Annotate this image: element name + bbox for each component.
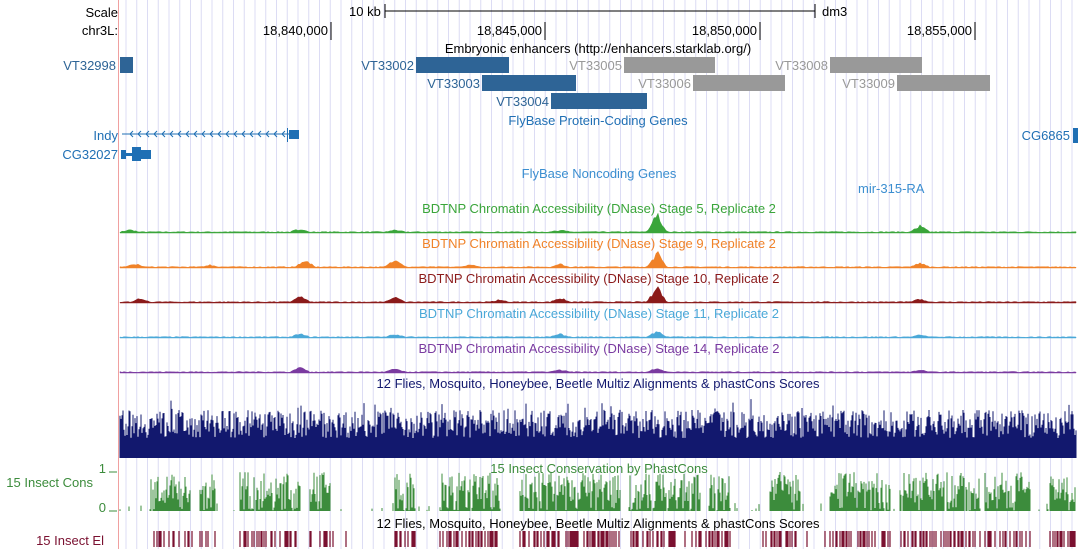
enhancer-track[interactable] bbox=[120, 57, 990, 109]
position-label-4: 18,855,000 bbox=[906, 23, 972, 38]
enhancer-label-vt33005[interactable]: VT33005 bbox=[569, 58, 622, 73]
gene-label-cg32027[interactable]: CG32027 bbox=[62, 147, 118, 162]
enhancer-vt33006[interactable] bbox=[693, 75, 785, 91]
dnase-stage10-title[interactable]: BDTNP Chromatin Accessibility (DNase) St… bbox=[418, 271, 780, 286]
strand-arrow bbox=[249, 130, 254, 138]
enhancer-vt33009[interactable] bbox=[897, 75, 990, 91]
gene-cg32027-exon-1 bbox=[121, 150, 126, 159]
strand-arrow bbox=[161, 130, 166, 138]
position-label-3: 18,850,000 bbox=[691, 23, 757, 38]
cons-signal bbox=[119, 472, 1076, 511]
strand-arrow bbox=[185, 130, 190, 138]
multiz-track[interactable] bbox=[119, 399, 1077, 458]
scale-bar-label: 10 kb bbox=[349, 4, 381, 19]
gene-indy[interactable] bbox=[122, 128, 299, 142]
strand-arrow bbox=[145, 130, 150, 138]
strand-arrow bbox=[169, 130, 174, 138]
dnase-signal bbox=[119, 286, 1077, 304]
enhancer-vt33008[interactable] bbox=[830, 57, 922, 73]
strand-arrow bbox=[193, 130, 198, 138]
dnase-track-5[interactable] bbox=[119, 367, 1077, 374]
gene-label-indy[interactable]: Indy bbox=[93, 128, 118, 143]
strand-arrow bbox=[201, 130, 206, 138]
enhancer-track-title[interactable]: Embryonic enhancers (http://enhancers.st… bbox=[444, 41, 752, 56]
enhancer-label-vt32998[interactable]: VT32998 bbox=[63, 58, 116, 73]
dnase-stage9-title[interactable]: BDTNP Chromatin Accessibility (DNase) St… bbox=[422, 236, 776, 251]
cons-axis-top-label: 1 bbox=[98, 461, 106, 476]
dnase-stage11-title[interactable]: BDTNP Chromatin Accessibility (DNase) St… bbox=[418, 306, 780, 321]
gene-cg32027[interactable] bbox=[121, 147, 151, 161]
enhancer-vt33002[interactable] bbox=[416, 57, 509, 73]
dnase-signal bbox=[119, 331, 1077, 339]
scale-label: Scale bbox=[85, 5, 118, 20]
protein-coding-track-title[interactable]: FlyBase Protein-Coding Genes bbox=[508, 113, 688, 128]
gene-cg32027-utr bbox=[126, 153, 132, 156]
enhancer-label-vt33003[interactable]: VT33003 bbox=[427, 76, 480, 91]
dnase-stage5-title[interactable]: BDTNP Chromatin Accessibility (DNase) St… bbox=[422, 201, 776, 216]
enhancer-label-vt33008[interactable]: VT33008 bbox=[775, 58, 828, 73]
dnase-tracks[interactable] bbox=[119, 212, 1077, 374]
gene-cg32027-exon-2 bbox=[132, 147, 141, 161]
enhancer-vt33005[interactable] bbox=[624, 57, 715, 73]
gene-indy-utr bbox=[287, 128, 288, 142]
conserved-elements bbox=[153, 531, 1076, 547]
gene-label-mir-315[interactable]: mir-315-RA bbox=[858, 181, 925, 196]
strand-arrow bbox=[209, 130, 214, 138]
gene-label-cg6865[interactable]: CG6865 bbox=[1021, 128, 1070, 143]
elements-track-title[interactable]: 12 Flies, Mosquito, Honeybee, Beetle Mul… bbox=[376, 516, 820, 531]
elements-side-label[interactable]: 15 Insect El bbox=[36, 533, 104, 548]
position-label-2: 18,845,000 bbox=[476, 23, 542, 38]
strand-arrow bbox=[177, 130, 182, 138]
enhancer-vt32998[interactable] bbox=[120, 57, 133, 73]
dnase-signal bbox=[119, 250, 1077, 269]
cons-track-title[interactable]: 15 Insect Conservation by PhastCons bbox=[490, 461, 708, 476]
dnase-track-2[interactable] bbox=[119, 250, 1077, 269]
strand-arrow bbox=[273, 130, 278, 138]
dnase-signal bbox=[119, 212, 1077, 234]
strand-arrow bbox=[225, 130, 230, 138]
gene-cg32027-exon-3 bbox=[141, 150, 151, 159]
enhancer-label-vt33004[interactable]: VT33004 bbox=[496, 94, 549, 109]
dnase-stage14-title[interactable]: BDTNP Chromatin Accessibility (DNase) St… bbox=[418, 341, 780, 356]
strand-arrow bbox=[241, 130, 246, 138]
position-label-1: 18,840,000 bbox=[262, 23, 328, 38]
dnase-track-4[interactable] bbox=[119, 331, 1077, 339]
chrom-label: chr3L: bbox=[81, 23, 118, 38]
cons-axis-bottom-label: 0 bbox=[98, 500, 106, 515]
gene-indy-strand-arrows bbox=[129, 130, 286, 138]
strand-arrow bbox=[153, 130, 158, 138]
enhancer-label-vt33009[interactable]: VT33009 bbox=[842, 76, 895, 91]
left-edge-marker bbox=[118, 0, 119, 549]
multiz-signal bbox=[119, 399, 1077, 458]
conservation-track[interactable] bbox=[109, 471, 1076, 512]
strand-arrow bbox=[129, 130, 134, 138]
conserved-elements-track[interactable] bbox=[153, 531, 1076, 547]
cons-side-label[interactable]: 15 Insect Cons bbox=[6, 475, 93, 490]
dnase-track-3[interactable] bbox=[119, 286, 1077, 304]
assembly-label: dm3 bbox=[822, 4, 848, 19]
strand-arrow bbox=[257, 130, 262, 138]
gene-indy-exon bbox=[289, 130, 299, 139]
ruler[interactable] bbox=[330, 4, 976, 40]
enhancer-vt33004[interactable] bbox=[551, 93, 647, 109]
noncoding-track-title[interactable]: FlyBase Noncoding Genes bbox=[521, 166, 677, 181]
strand-arrow bbox=[137, 130, 142, 138]
strand-arrow bbox=[281, 130, 286, 138]
dnase-signal bbox=[119, 367, 1077, 374]
dnase-track-1[interactable] bbox=[119, 212, 1077, 234]
strand-arrow bbox=[217, 130, 222, 138]
enhancer-vt33003[interactable] bbox=[482, 75, 576, 91]
enhancer-label-vt33006[interactable]: VT33006 bbox=[638, 76, 691, 91]
strand-arrow bbox=[233, 130, 238, 138]
multiz-track-title[interactable]: 12 Flies, Mosquito, Honeybee, Beetle Mul… bbox=[376, 376, 820, 391]
gene-cg6865[interactable] bbox=[1073, 128, 1078, 143]
protein-coding-gene-track[interactable] bbox=[121, 128, 1078, 161]
strand-arrow bbox=[265, 130, 270, 138]
enhancer-label-vt33002[interactable]: VT33002 bbox=[361, 58, 414, 73]
